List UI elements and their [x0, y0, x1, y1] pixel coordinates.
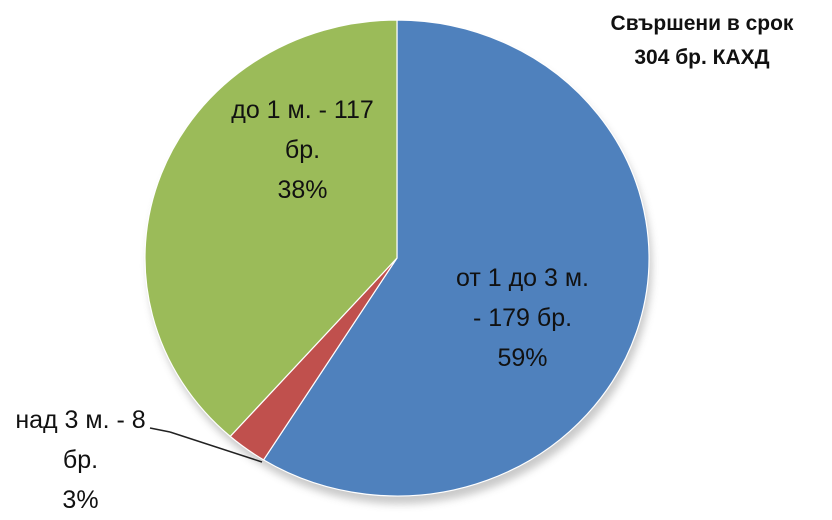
- category-label: над 3 м. -: [15, 406, 125, 434]
- chart-title: Свършени в срок: [610, 12, 794, 35]
- pie-slice: [144, 19, 398, 438]
- percentage-label: 3%: [62, 486, 99, 514]
- data-label: до 1 м. - 117 бр. 38%: [230, 90, 375, 210]
- value-label: 179 бр.: [488, 304, 573, 332]
- category-label: от 1 до 3 м. -: [455, 264, 590, 332]
- percentage-label: 59%: [497, 344, 548, 372]
- leader-line: [149, 427, 171, 433]
- chart-subtitle: 304 бр. КАХД: [634, 46, 770, 69]
- pie-slice: [262, 19, 650, 497]
- data-label: от 1 до 3 м. - 179 бр. 59%: [455, 258, 590, 378]
- category-label: до 1 м. -: [231, 96, 327, 124]
- percentage-label: 38%: [277, 176, 328, 204]
- data-label: над 3 м. - 8 бр. 3%: [8, 400, 153, 520]
- pie: [144, 19, 650, 497]
- value-label: 117 бр.: [284, 96, 374, 164]
- value-label: 8 бр.: [62, 406, 146, 474]
- leader-line: [169, 431, 263, 463]
